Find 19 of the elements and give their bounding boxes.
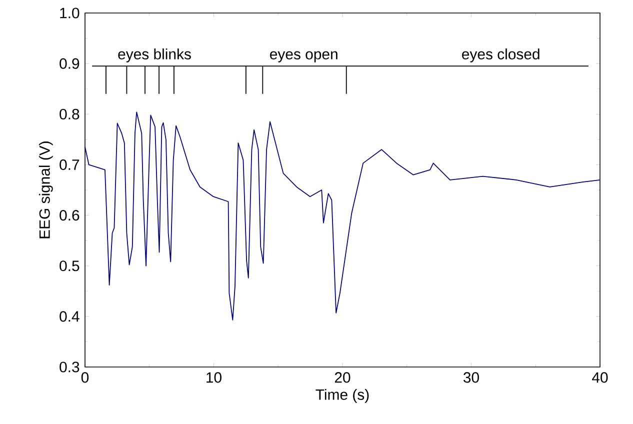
x-tick-label: 0: [81, 372, 89, 383]
annotation: eyes open: [270, 51, 338, 62]
x-axis-title: Time (s): [316, 388, 369, 403]
annotation: eyes closed: [462, 48, 540, 62]
y-tick-label: 0.5: [60, 260, 80, 272]
y-tick-label: 0.6: [60, 210, 80, 221]
x-tick-label: 40: [592, 372, 608, 383]
x-tick-label: 20: [334, 372, 350, 383]
x-tick-label: 10: [206, 372, 222, 383]
y-tick-label: 1.0: [60, 8, 80, 18]
annotation: eyes blinks: [118, 48, 191, 62]
y-tick-label: 0.3: [60, 362, 80, 372]
y-tick-label: 0.8: [60, 108, 80, 120]
x-tick-label: 30: [464, 372, 479, 383]
y-tick-label: 0.7: [60, 159, 80, 170]
y-tick-label: 0.4: [60, 311, 80, 322]
line-series: [84, 112, 600, 320]
y-tick-label: 0.9: [60, 58, 80, 69]
y-axis-title: EEG signal (V): [38, 142, 53, 238]
